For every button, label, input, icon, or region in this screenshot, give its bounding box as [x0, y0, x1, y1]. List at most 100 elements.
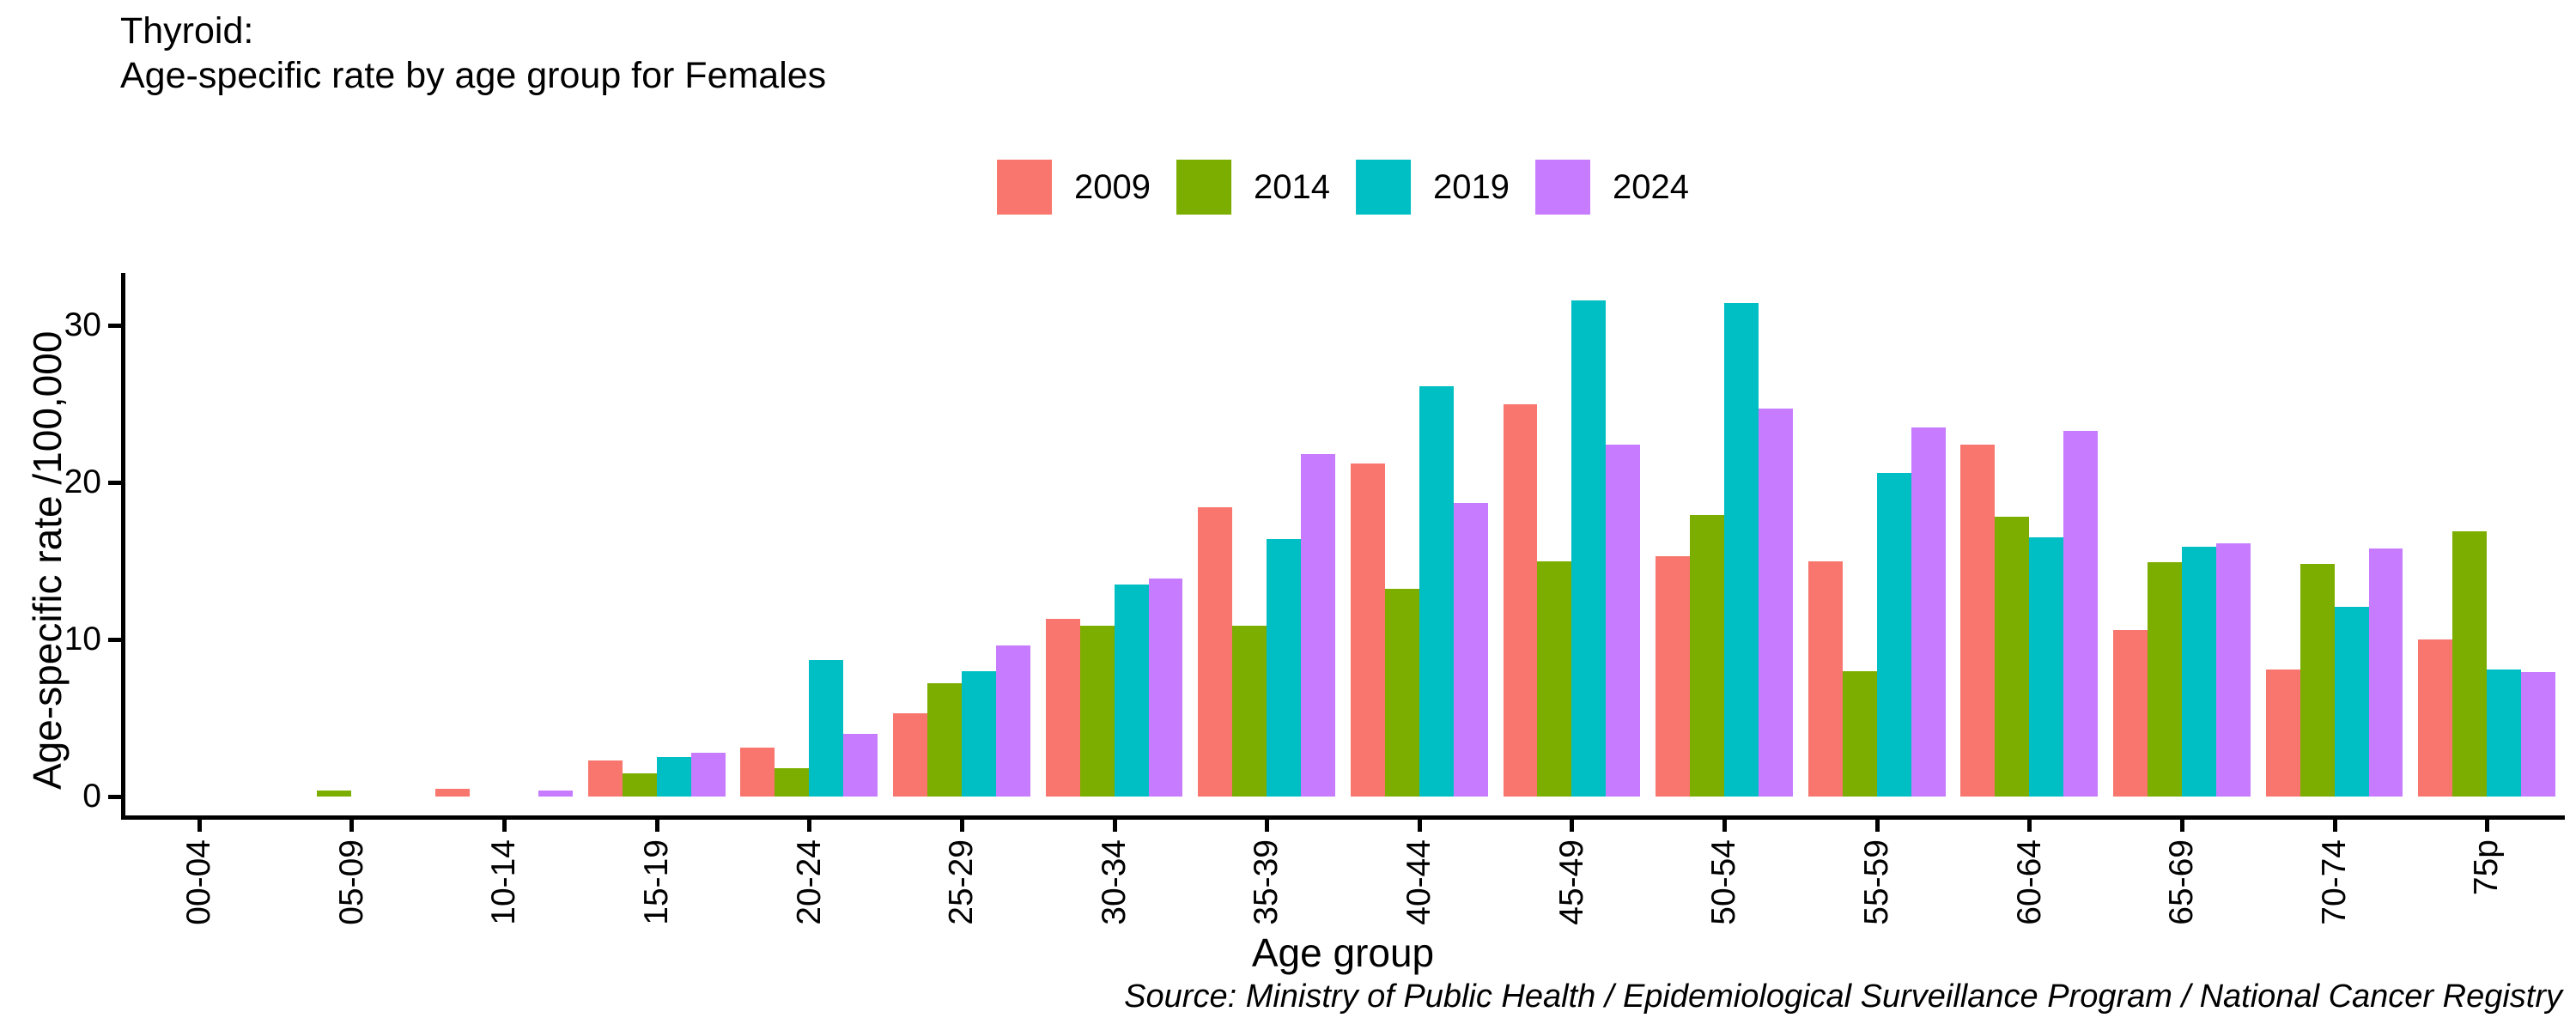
bar-2009-30-34 [1045, 619, 1080, 797]
x-tick-label-00-04: 00-04 [179, 839, 217, 925]
bar-2019-20-24 [809, 659, 844, 797]
bar-2024-60-64 [2063, 430, 2099, 797]
x-tick-mark [1570, 818, 1575, 832]
bar-2024-65-69 [2215, 543, 2251, 797]
y-tick-label: 30 [64, 306, 101, 343]
bar-2019-45-49 [1571, 300, 1607, 797]
bar-2014-55-59 [1842, 670, 1877, 797]
bar-2014-05-09 [317, 790, 352, 797]
y-tick-mark [108, 795, 122, 799]
y-tick-label: 0 [82, 778, 101, 815]
bar-2014-45-49 [1537, 560, 1572, 797]
bar-2009-20-24 [740, 748, 775, 797]
y-axis-title: Age-specific rate /100,000 [25, 330, 70, 790]
x-tick-label-25-29: 25-29 [942, 839, 980, 925]
x-tick-label-55-59: 55-59 [1857, 839, 1895, 925]
x-tick-mark [197, 818, 202, 832]
legend-swatch-2024 [1534, 160, 1590, 215]
bar-2014-40-44 [1384, 589, 1419, 797]
x-tick-label-30-34: 30-34 [1095, 839, 1133, 925]
bar-2024-20-24 [843, 733, 878, 797]
bar-2009-35-39 [1198, 507, 1233, 797]
bar-2024-70-74 [2368, 548, 2403, 797]
bar-2014-20-24 [775, 768, 810, 797]
bar-2024-35-39 [1301, 454, 1336, 797]
x-tick-label-05-09: 05-09 [332, 839, 370, 925]
bar-2009-50-54 [1656, 556, 1691, 797]
x-tick-label-70-74: 70-74 [2315, 839, 2353, 925]
source-caption: Source: Ministry of Public Health / Epid… [1124, 978, 2562, 1015]
bar-2024-75p [2521, 672, 2556, 797]
x-tick-mark [1722, 818, 1728, 832]
x-tick-mark [2027, 818, 2032, 832]
x-tick-mark [807, 818, 812, 832]
bar-2019-70-74 [2334, 606, 2369, 797]
bar-2019-40-44 [1419, 386, 1454, 797]
x-tick-mark [2485, 818, 2490, 832]
legend-swatch-2009 [997, 160, 1053, 215]
bar-2024-15-19 [690, 752, 726, 797]
legend-label: 2024 [1612, 167, 1689, 206]
legend-item-2024: 2024 [1534, 160, 1689, 215]
bar-2009-55-59 [1807, 560, 1843, 797]
legend-label: 2014 [1254, 167, 1330, 206]
bar-2019-65-69 [2181, 547, 2216, 797]
x-tick-mark [2179, 818, 2184, 832]
bar-2024-30-34 [1148, 578, 1183, 797]
y-tick-mark [108, 638, 122, 642]
bar-2024-55-59 [1911, 427, 1946, 797]
x-tick-mark [502, 818, 507, 832]
x-tick-mark [1417, 818, 1422, 832]
bar-2019-50-54 [1724, 303, 1759, 797]
bar-2014-15-19 [622, 772, 657, 797]
legend-item-2019: 2019 [1356, 160, 1510, 215]
x-tick-mark [1112, 818, 1117, 832]
bar-2014-25-29 [927, 683, 962, 797]
x-tick-label-60-64: 60-64 [2010, 839, 2048, 925]
legend-swatch-2014 [1176, 160, 1232, 215]
bar-2024-10-14 [538, 790, 573, 797]
bar-2014-70-74 [2300, 564, 2335, 797]
bar-2009-45-49 [1503, 403, 1538, 797]
bar-2019-75p [2487, 669, 2522, 797]
legend-label: 2009 [1074, 167, 1151, 206]
bar-2019-60-64 [2029, 537, 2064, 797]
legend-item-2014: 2014 [1176, 160, 1330, 215]
bar-2024-50-54 [1759, 408, 1793, 797]
y-tick-label: 10 [64, 621, 101, 657]
bar-2019-25-29 [961, 670, 996, 797]
bar-2014-60-64 [1995, 517, 2030, 797]
bar-2014-75p [2452, 530, 2488, 797]
x-tick-mark [2332, 818, 2337, 832]
bar-2019-15-19 [656, 757, 691, 797]
legend-label: 2019 [1433, 167, 1510, 206]
bar-2019-55-59 [1876, 473, 1911, 797]
bar-2019-35-39 [1267, 538, 1302, 797]
bar-2009-10-14 [435, 788, 471, 797]
bar-2024-45-49 [1606, 445, 1641, 797]
bar-2009-60-64 [1960, 445, 1996, 797]
x-tick-mark [1874, 818, 1880, 832]
bar-2014-50-54 [1690, 515, 1725, 797]
bar-2024-40-44 [1453, 502, 1488, 797]
x-tick-label-15-19: 15-19 [637, 839, 675, 925]
x-tick-label-50-54: 50-54 [1705, 839, 1743, 925]
legend-swatch-2019 [1356, 160, 1411, 215]
x-axis-line [121, 815, 2565, 820]
bar-2009-40-44 [1350, 464, 1385, 797]
legend: 2009 2014 2019 2024 [997, 160, 1689, 215]
x-tick-mark [349, 818, 355, 832]
bar-2009-15-19 [587, 760, 623, 797]
x-tick-label-45-49: 45-49 [1552, 839, 1590, 925]
bar-2019-30-34 [1114, 584, 1149, 797]
x-axis-title: Age group [1251, 930, 1435, 975]
x-tick-label-75p: 75p [2468, 839, 2506, 896]
chart-title-line2: Age-specific rate by age group for Femal… [120, 55, 827, 97]
y-tick-mark [108, 324, 122, 328]
y-tick-mark [108, 481, 122, 485]
chart-title: Thyroid: Age-specific rate by age group … [120, 9, 826, 99]
x-tick-label-40-44: 40-44 [1400, 839, 1437, 925]
x-tick-mark [1265, 818, 1270, 832]
y-axis-line [121, 273, 125, 820]
